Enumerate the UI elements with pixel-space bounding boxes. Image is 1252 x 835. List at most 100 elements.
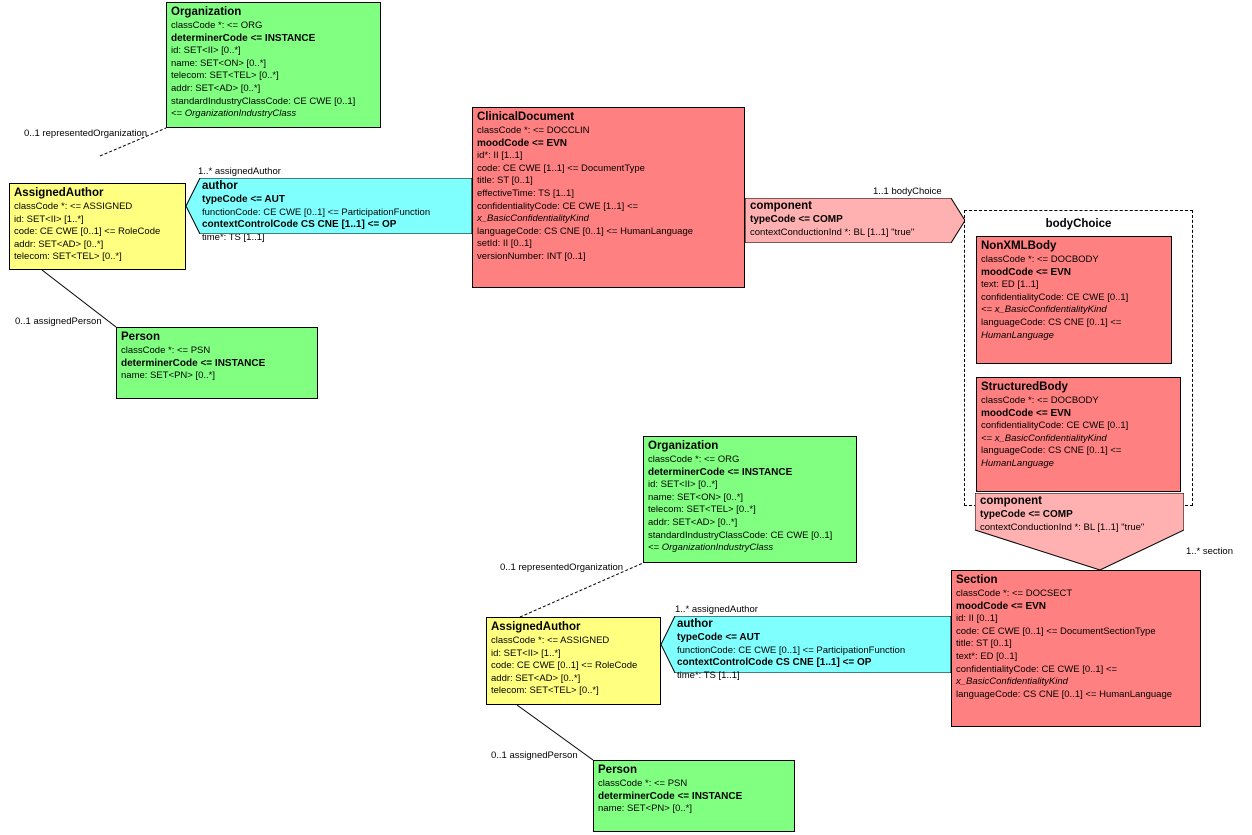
arrow-shape — [745, 198, 965, 243]
class-title: Organization — [171, 6, 242, 18]
class-title: AssignedAuthor — [14, 187, 104, 199]
attribute: languageCode: CS CNE [0..1] <= HumanLang… — [956, 688, 1173, 700]
attribute: code: CE CWE [0..1] <= DocumentSectionTy… — [956, 625, 1156, 637]
attribute: x_BasicConfidentialityKind — [477, 213, 589, 225]
attribute: code: CE CWE [0..1] <= RoleCode — [14, 226, 161, 238]
arrow-shape — [661, 616, 951, 673]
edge-label: 1..* section — [1186, 546, 1233, 557]
class-title: ClinicalDocument — [477, 111, 575, 123]
attribute: id: SET<II> [1..*] — [14, 213, 84, 225]
attribute: determinerCode <= INSTANCE — [598, 790, 743, 802]
attribute: classCode *: <= ORG — [171, 20, 263, 31]
attribute: moodCode <= EVN — [956, 600, 1047, 612]
class-title: Organization — [648, 440, 719, 452]
edge-label: 1..* assignedAuthor — [198, 166, 281, 177]
class-title: author — [677, 618, 713, 630]
attribute: <= x_BasicConfidentialityKind — [981, 304, 1107, 316]
attribute: effectiveTime: TS [1..1] — [477, 187, 574, 199]
connector — [41, 269, 117, 328]
edge-label: 0..1 assignedPerson — [491, 750, 578, 761]
attribute: determinerCode <= INSTANCE — [121, 357, 266, 369]
class-box: Organization classCode *: <= ORG determine… — [643, 436, 857, 563]
attribute: languageCode: CS CNE [0..1] <= — [981, 316, 1122, 328]
arrow-body — [661, 616, 951, 673]
class-box: AssignedAuthor classCode *: <= ASSIGNED id… — [486, 617, 661, 705]
attribute: versionNumber: INT [0..1] — [477, 250, 586, 262]
attribute: functionCode: CE CWE [0..1] <= Participa… — [677, 644, 906, 656]
arrow-text: component typeCode <= COMP contextConducti… — [745, 198, 965, 239]
edge-label: 0..1 representedOrganization — [500, 562, 624, 573]
attribute: addr: SET<AD> [0..*] — [14, 238, 104, 250]
attribute: x_BasicConfidentialityKind — [956, 676, 1068, 688]
attribute: id: SET<II> [0..*] — [171, 45, 241, 57]
arrow-shape — [975, 493, 1184, 570]
arrow-body — [745, 198, 965, 243]
attribute: contextConductionInd *: BL [1..1] "true" — [980, 521, 1145, 533]
class-box: Organization classCode *: <= ORG determine… — [166, 2, 381, 128]
arrow-body — [975, 493, 1184, 570]
edge-label: 0..1 assignedPerson — [15, 316, 102, 327]
attribute: title: ST [0..1] — [477, 175, 533, 187]
attribute: determinerCode <= INSTANCE — [171, 32, 316, 44]
attribute: addr: SET<AD> [0..*] — [491, 672, 581, 684]
attribute: HumanLanguage — [981, 457, 1054, 469]
class-title: Section — [956, 574, 998, 586]
class-title: AssignedAuthor — [491, 621, 581, 633]
class-title: component — [750, 200, 812, 212]
attribute: classCode *: <= ASSIGNED — [14, 201, 133, 212]
attribute: <= OrganizationIndustryClass — [648, 542, 774, 554]
arrow-text: author typeCode <= AUT functionCode: CE CW… — [661, 616, 951, 682]
attribute: title: ST [0..1] — [956, 638, 1012, 650]
attribute: contextControlCode CS CNE [1..1] <= OP — [677, 657, 872, 669]
attribute: languageCode: CS CNE [0..1] <= — [981, 445, 1122, 457]
attribute: text*: ED [0..1] — [956, 650, 1018, 662]
attribute: text: ED [1..1] — [981, 279, 1039, 291]
attribute: telecom: SET<TEL> [0..*] — [14, 251, 122, 263]
attribute: addr: SET<AD> [0..*] — [171, 82, 261, 94]
attribute: confidentialityCode: CE CWE [0..1] <= — [956, 663, 1118, 675]
class-box: StructuredBody classCode *: <= DOCBODY moo… — [976, 377, 1181, 492]
attribute: languageCode: CS CNE [0..1] <= HumanLang… — [477, 225, 694, 237]
attribute: confidentialityCode: CE CWE [1..1] <= — [477, 200, 639, 212]
attribute: id*: II [1..1] — [477, 150, 523, 162]
attribute: <= OrganizationIndustryClass — [171, 108, 297, 120]
attribute: moodCode <= EVN — [981, 266, 1072, 278]
attribute: contextControlCode CS CNE [1..1] <= OP — [202, 219, 397, 231]
attribute: addr: SET<AD> [0..*] — [648, 516, 738, 528]
class-box: author typeCode <= AUT functionCode: CE CW… — [661, 616, 951, 681]
class-box: Section classCode *: <= DOCSECT moodCode <… — [951, 570, 1201, 727]
attribute: telecom: SET<TEL> [0..*] — [648, 504, 756, 516]
attribute: standardIndustryClassCode: CE CWE [0..1] — [648, 529, 833, 541]
class-box: component typeCode <= COMP contextConducti… — [975, 493, 1184, 570]
attribute: HumanLanguage — [981, 329, 1054, 341]
attribute: name: SET<ON> [0..*] — [648, 491, 744, 503]
attribute: telecom: SET<TEL> [0..*] — [491, 685, 599, 697]
attribute: confidentialityCode: CE CWE [0..1] — [981, 420, 1129, 432]
arrow-body — [186, 178, 472, 234]
attribute: name: SET<PN> [0..*] — [598, 803, 692, 815]
attribute: classCode *: <= PSN — [598, 778, 688, 789]
attribute: typeCode <= COMP — [750, 214, 843, 225]
class-title: author — [202, 180, 238, 192]
attribute: classCode *: <= ASSIGNED — [491, 635, 610, 646]
attribute: confidentialityCode: CE CWE [0..1] — [981, 291, 1129, 303]
attribute: id: SET<II> [1..*] — [491, 647, 561, 659]
attribute: standardIndustryClassCode: CE CWE [0..1] — [171, 95, 356, 107]
class-title: StructuredBody — [981, 381, 1068, 393]
attribute: classCode *: <= DOCCLIN — [477, 125, 590, 136]
class-box: author typeCode <= AUT functionCode: CE CW… — [186, 178, 472, 243]
attribute: determinerCode <= INSTANCE — [648, 466, 793, 478]
attribute: typeCode <= AUT — [202, 194, 285, 205]
attribute: code: CE CWE [1..1] <= DocumentType — [477, 162, 645, 174]
class-title: Person — [598, 764, 637, 776]
attribute: classCode *: <= DOCBODY — [981, 395, 1099, 406]
class-title: Person — [121, 331, 160, 343]
attribute: id: II [0..1] — [956, 613, 998, 625]
class-box: component typeCode <= COMP contextConducti… — [745, 198, 965, 243]
attribute: name: SET<PN> [0..*] — [121, 370, 215, 382]
attribute: telecom: SET<TEL> [0..*] — [171, 70, 279, 82]
class-box: ClinicalDocument classCode *: <= DOCCLIN m… — [472, 107, 745, 288]
attribute: id: SET<II> [0..*] — [648, 479, 718, 491]
